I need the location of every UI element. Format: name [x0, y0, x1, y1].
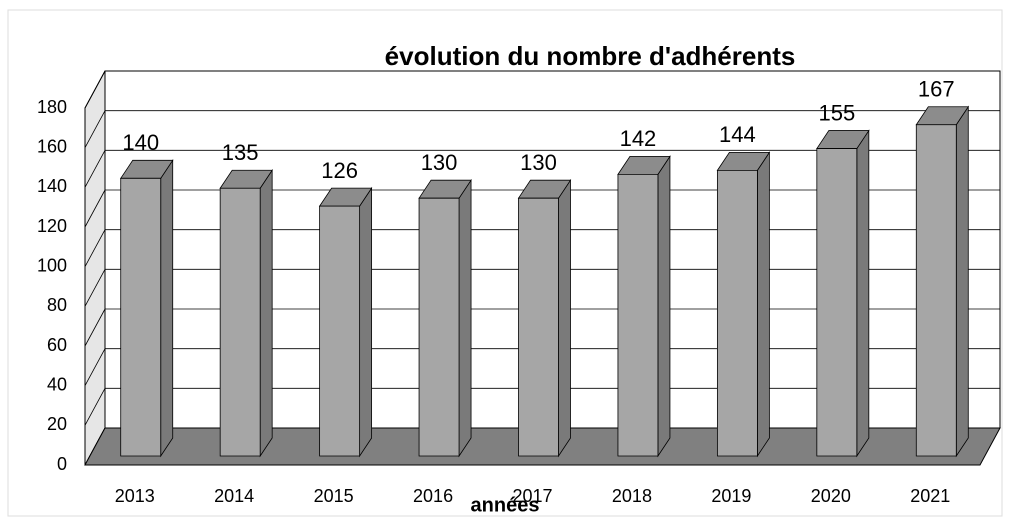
bar-front	[518, 197, 559, 457]
x-tick-label: 2020	[811, 486, 851, 506]
value-label: 155	[818, 100, 855, 125]
bar-side	[458, 178, 472, 458]
y-tick-label: 60	[47, 335, 67, 355]
frame	[7, 9, 1003, 517]
bar-front	[219, 187, 261, 457]
x-tick-label: 2018	[612, 486, 652, 506]
bar-side	[657, 155, 671, 458]
grid-line	[84, 189, 106, 228]
y-tick-label: 180	[37, 97, 67, 117]
value-label: 130	[520, 150, 557, 175]
value-label: 167	[918, 77, 955, 102]
x-tick-label: 2014	[214, 486, 254, 506]
y-tick-label: 100	[37, 255, 67, 275]
bar-front	[816, 148, 858, 457]
bar-side	[359, 186, 373, 458]
bar	[318, 186, 373, 458]
x-tick-label: 2019	[711, 486, 751, 506]
y-tick-label: 80	[47, 295, 67, 315]
value-label: 140	[122, 130, 159, 155]
bar-side	[160, 159, 174, 458]
grid-line	[84, 70, 106, 109]
grid-line	[84, 229, 106, 267]
value-label: 144	[719, 122, 756, 147]
bar-side	[756, 151, 770, 458]
bar	[915, 105, 970, 458]
y-tick-label: 140	[37, 176, 67, 196]
bar-front	[617, 173, 659, 457]
x-tick-label: 2013	[115, 486, 155, 506]
y-tick-label: 20	[47, 414, 67, 434]
grid-line	[84, 110, 106, 148]
x-tick-label: 2021	[910, 486, 950, 506]
y-tick-label: 40	[47, 374, 67, 394]
bar-side	[955, 105, 969, 458]
grid-line	[84, 348, 106, 386]
bar-front	[120, 177, 162, 457]
bar	[219, 168, 273, 458]
value-label: 130	[421, 150, 458, 175]
chart-title: évolution du nombre d'adhérents	[385, 41, 796, 71]
x-tick-label: 2016	[413, 486, 453, 506]
y-tick-label: 120	[37, 216, 67, 236]
value-label: 126	[321, 158, 358, 183]
bar	[119, 159, 174, 458]
x-tick-label: 2017	[512, 486, 552, 506]
bar	[418, 178, 472, 458]
grid-line	[84, 269, 106, 307]
bar-side	[558, 178, 571, 458]
bar	[816, 129, 870, 458]
grid-line	[84, 150, 106, 188]
bar-front	[716, 169, 758, 457]
bar-front	[319, 205, 361, 457]
value-label: 142	[620, 126, 657, 151]
bar	[617, 155, 671, 458]
y-tick-label: 0	[57, 454, 67, 474]
bar-side	[259, 168, 273, 458]
grid-line	[84, 388, 106, 426]
bar-front	[418, 197, 460, 457]
bar-front	[915, 124, 957, 457]
x-tick-label: 2015	[314, 486, 354, 506]
side-wall	[84, 70, 106, 466]
bar	[517, 178, 572, 458]
grid-line	[84, 308, 106, 347]
value-label: 135	[222, 140, 259, 165]
bar	[716, 151, 771, 458]
y-tick-label: 160	[37, 136, 67, 156]
bar-side	[856, 129, 870, 458]
x-axis-label: années	[471, 494, 540, 516]
